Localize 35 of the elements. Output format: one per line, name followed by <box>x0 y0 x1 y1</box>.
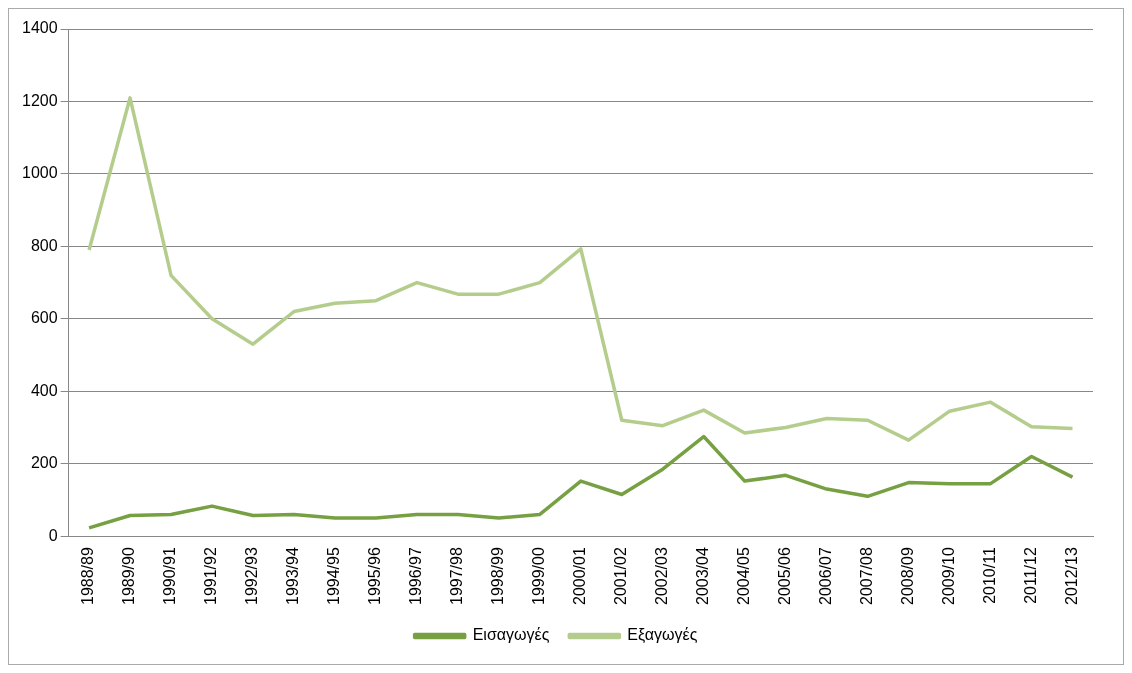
x-tick-label: 2005/06 <box>776 547 794 606</box>
x-tick-label: 2012/13 <box>1062 547 1080 606</box>
legend-label: Εξαγωγές <box>627 626 698 645</box>
x-tick-label: 2003/04 <box>694 547 712 606</box>
x-tick-label: 1998/99 <box>489 547 507 606</box>
x-tick-label: 1996/97 <box>407 547 425 606</box>
x-tick-label: 1997/98 <box>448 547 466 606</box>
y-tick-label: 1000 <box>22 164 58 182</box>
x-tick-label: 2001/02 <box>612 547 630 606</box>
x-tick-label: 1990/91 <box>161 547 179 606</box>
x-tick-label: 1988/89 <box>79 547 97 606</box>
y-tick-label: 200 <box>30 454 58 472</box>
x-tick-label: 2008/09 <box>899 547 917 606</box>
y-tick-label: 1200 <box>22 91 58 109</box>
y-tick-label: 0 <box>48 526 58 544</box>
x-tick-label: 1999/00 <box>530 547 548 606</box>
y-tick-label: 800 <box>30 236 58 254</box>
x-tick-label: 2011/12 <box>1021 547 1039 604</box>
x-tick-label: 1993/94 <box>284 547 302 606</box>
x-tick-label: 2000/01 <box>571 547 589 606</box>
y-tick-label: 600 <box>30 309 58 327</box>
x-tick-label: 2004/05 <box>735 547 753 606</box>
x-tick-label: 2010/11 <box>980 547 998 604</box>
x-tick-label: 2006/07 <box>817 547 835 606</box>
y-tick-label: 400 <box>30 381 58 399</box>
legend-label: Εισαγωγές <box>472 626 550 644</box>
x-tick-label: 1994/95 <box>325 547 343 606</box>
y-tick-label: 1400 <box>22 19 58 37</box>
x-tick-label: 2007/08 <box>858 547 876 606</box>
x-tick-label: 1989/90 <box>120 547 138 606</box>
x-tick-label: 1995/96 <box>366 547 384 606</box>
x-tick-label: 1991/92 <box>202 547 220 606</box>
x-tick-label: 2002/03 <box>653 547 671 606</box>
x-tick-label: 2009/10 <box>939 547 957 606</box>
x-tick-label: 1992/93 <box>243 547 261 606</box>
